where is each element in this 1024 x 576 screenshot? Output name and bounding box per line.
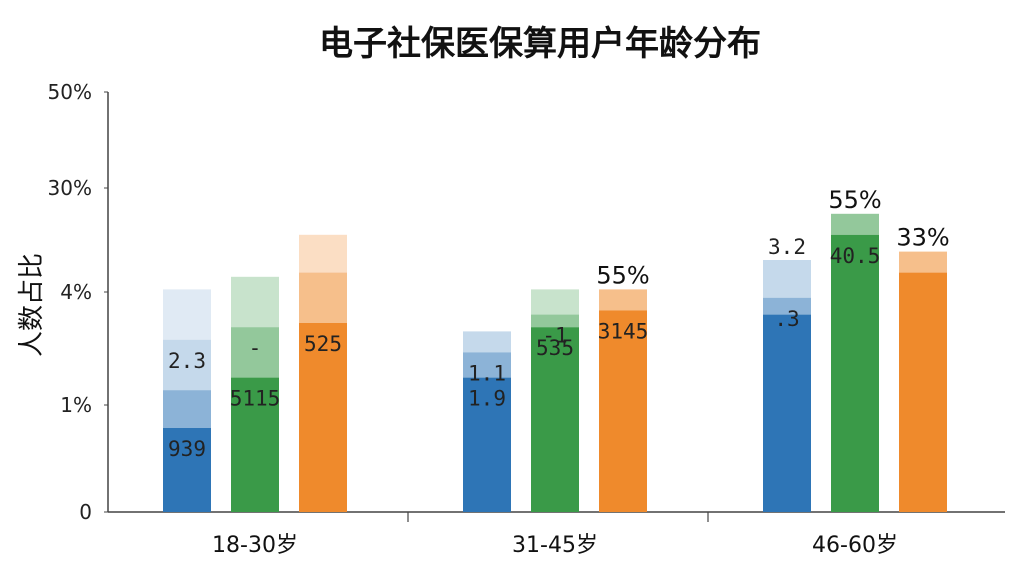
bar-segment — [231, 276, 279, 328]
bar-segment — [763, 314, 811, 512]
bar-segment — [763, 297, 811, 315]
bar-segment — [463, 377, 511, 512]
bar-segment — [531, 327, 579, 512]
bar-segment — [163, 289, 211, 340]
data-label: .3 — [774, 307, 799, 331]
bar-segment — [599, 289, 647, 311]
data-label: 939 — [168, 437, 206, 461]
data-labels: 939 2.3 5115 - 525 1.91.1 535-1 3145 55% .3 3.2 40.… — [168, 186, 950, 461]
y-tick-label: 0 — [79, 500, 92, 524]
bar-segment — [831, 234, 879, 513]
x-tick-label: 46-60岁 — [812, 533, 898, 558]
data-label: 1.9 — [468, 387, 506, 411]
x-tick-label: 31-45岁 — [512, 533, 598, 558]
bar-segment — [299, 272, 347, 323]
data-label: 40.5 — [830, 244, 881, 268]
y-tick-label: 50% — [48, 80, 92, 104]
data-label: 3.2 — [768, 235, 806, 259]
bar-segment — [831, 213, 879, 235]
bar-segment — [299, 323, 347, 512]
bar-segment — [163, 390, 211, 428]
bar-segment — [899, 272, 947, 512]
chart-title: 电子社保医保算用户年龄分布 — [319, 24, 761, 64]
bar-segment — [231, 377, 279, 512]
bar-segment — [463, 331, 511, 353]
bars — [163, 213, 947, 513]
y-axis-label: 人数占比 — [17, 253, 47, 357]
data-label: 33% — [896, 224, 949, 252]
data-label: -1 — [542, 324, 567, 348]
y-tick-label: 30% — [48, 176, 92, 200]
bar-segment — [531, 314, 579, 328]
bar-segment — [531, 289, 579, 315]
data-label: 5115 — [230, 387, 281, 411]
bar-segment — [899, 251, 947, 273]
bar-segment — [463, 352, 511, 378]
bar-segment — [763, 260, 811, 298]
bar-segment — [299, 234, 347, 273]
data-label: 55% — [596, 261, 649, 289]
x-tick-label: 18-30岁 — [212, 533, 298, 558]
data-label: 3145 — [598, 319, 649, 343]
bar-segment — [163, 428, 211, 512]
y-tick-label: 4% — [60, 280, 92, 304]
bar-segment — [599, 310, 647, 512]
bar-segment — [163, 339, 211, 391]
data-label: 2.3 — [168, 349, 206, 373]
data-label: 535 — [536, 336, 574, 360]
y-tick-label: 1% — [60, 393, 92, 417]
data-label: 525 — [304, 332, 342, 356]
data-label: - — [249, 336, 262, 360]
bar-segment — [231, 327, 279, 378]
data-label: 55% — [828, 186, 881, 214]
axes: 0 1% 4% 30% 50% 18-30岁 31-45岁 46-60岁 — [48, 80, 1005, 558]
data-label: 1.1 — [468, 361, 506, 385]
